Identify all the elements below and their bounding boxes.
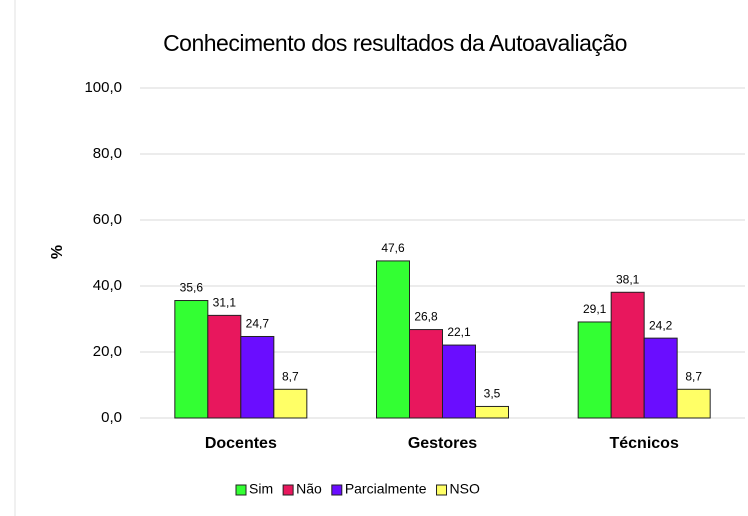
legend-label: Parcialmente: [345, 481, 427, 497]
data-label: 29,1: [583, 302, 607, 316]
legend-swatch: [436, 484, 448, 496]
bar: [240, 335, 275, 419]
x-tick-label: Docentes: [205, 435, 277, 452]
bar: [174, 300, 209, 419]
data-label: 35,6: [180, 281, 204, 295]
data-label: 26,8: [414, 310, 438, 324]
bar: [409, 329, 443, 419]
bar: [273, 388, 308, 419]
data-label: 8,7: [282, 369, 299, 383]
x-tick-label: Técnicos: [609, 435, 678, 452]
bar: [376, 260, 410, 419]
data-label: 22,1: [447, 325, 471, 339]
y-axis-label: %: [49, 245, 66, 259]
y-tick-label: 60,0: [93, 211, 122, 228]
bar: [475, 405, 509, 419]
bar: [207, 314, 242, 419]
legend-label: Sim: [249, 481, 273, 497]
data-label: 8,7: [685, 369, 702, 383]
legend-swatch: [235, 484, 247, 496]
data-label: 3,5: [484, 387, 501, 401]
y-tick-label: 20,0: [93, 343, 122, 360]
x-tick-label: Gestores: [408, 435, 477, 452]
data-label: 38,1: [616, 272, 640, 286]
data-label: 31,1: [213, 296, 237, 310]
data-label: 24,2: [649, 318, 673, 332]
bar: [610, 291, 645, 419]
bar: [643, 337, 678, 419]
chart-title: Conhecimento dos resultados da Autoavali…: [163, 30, 627, 56]
y-tick-label: 0,0: [101, 409, 122, 426]
y-tick-label: 40,0: [93, 277, 122, 294]
bar: [676, 388, 711, 419]
legend-swatch: [282, 484, 294, 496]
legend-label: NSO: [450, 481, 480, 497]
legend-swatch: [331, 484, 343, 496]
legend-label: Não: [296, 481, 322, 497]
bar: [442, 344, 476, 419]
y-tick-label: 80,0: [93, 145, 122, 162]
data-label: 47,6: [381, 241, 405, 255]
data-label: 24,7: [246, 317, 270, 331]
y-tick-label: 100,0: [84, 79, 122, 96]
bar: [577, 321, 612, 419]
